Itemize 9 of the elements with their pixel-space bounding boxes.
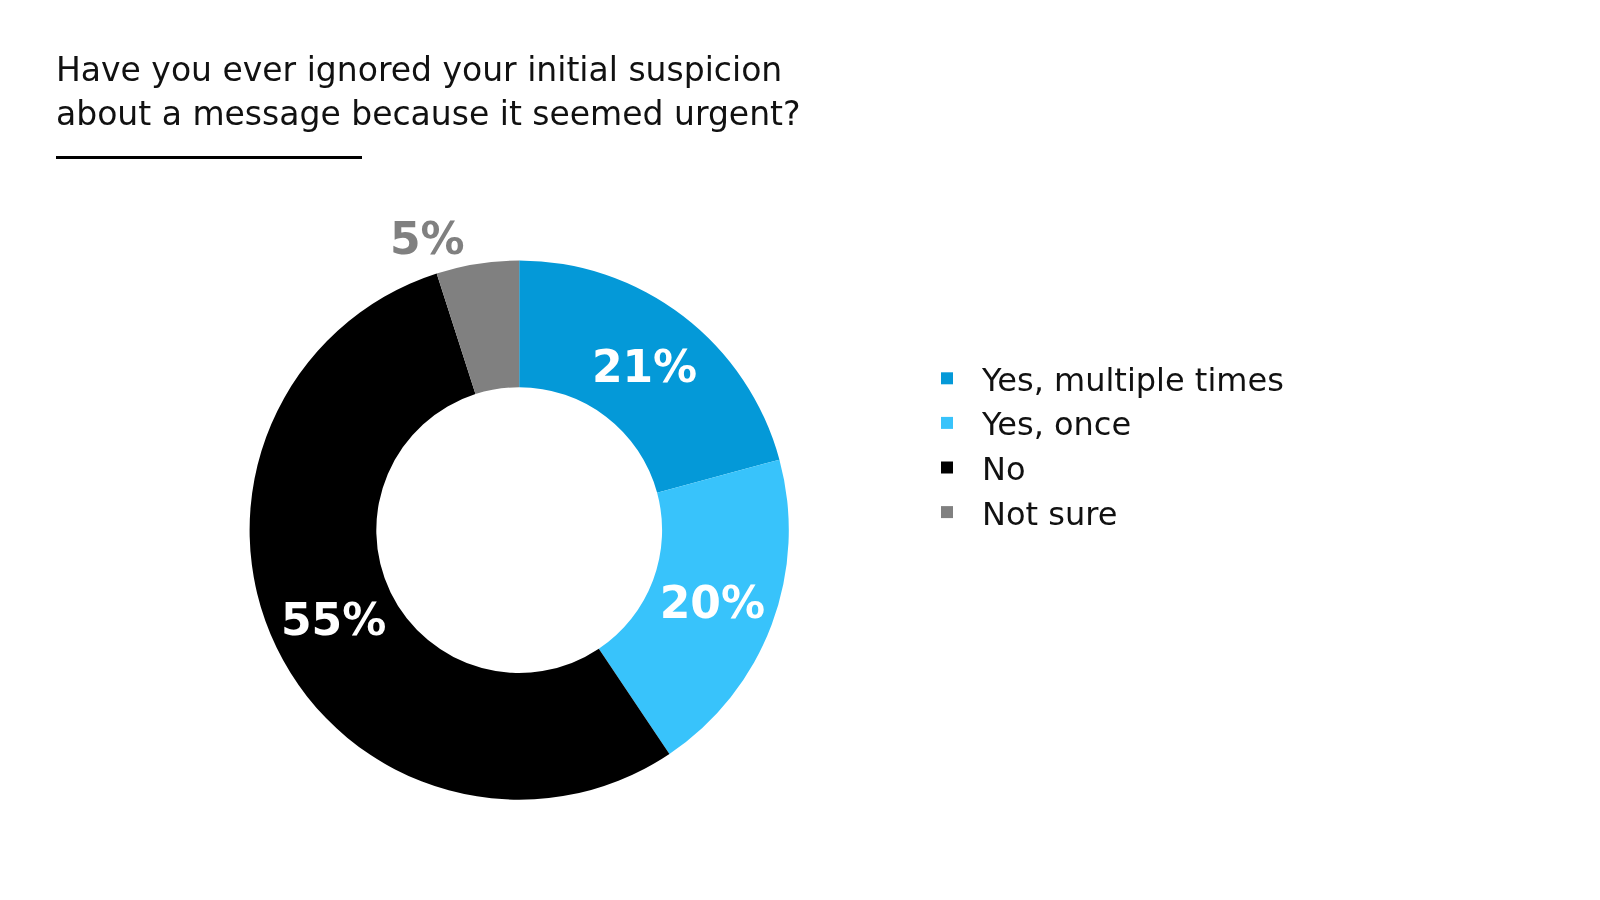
chart-title: Have you ever ignored your initial suspicion about a message because it seemed urgent? bbox=[56, 49, 802, 135]
data-label: 21% bbox=[591, 340, 698, 392]
legend-label: Not sure bbox=[982, 494, 1118, 533]
legend-label: Yes, multiple times bbox=[981, 360, 1284, 399]
legend-label: No bbox=[982, 449, 1026, 488]
data-label: 5% bbox=[389, 213, 465, 265]
legend-label: Yes, once bbox=[981, 405, 1132, 444]
data-label: 55% bbox=[280, 594, 387, 646]
data-label: 20% bbox=[659, 576, 766, 628]
